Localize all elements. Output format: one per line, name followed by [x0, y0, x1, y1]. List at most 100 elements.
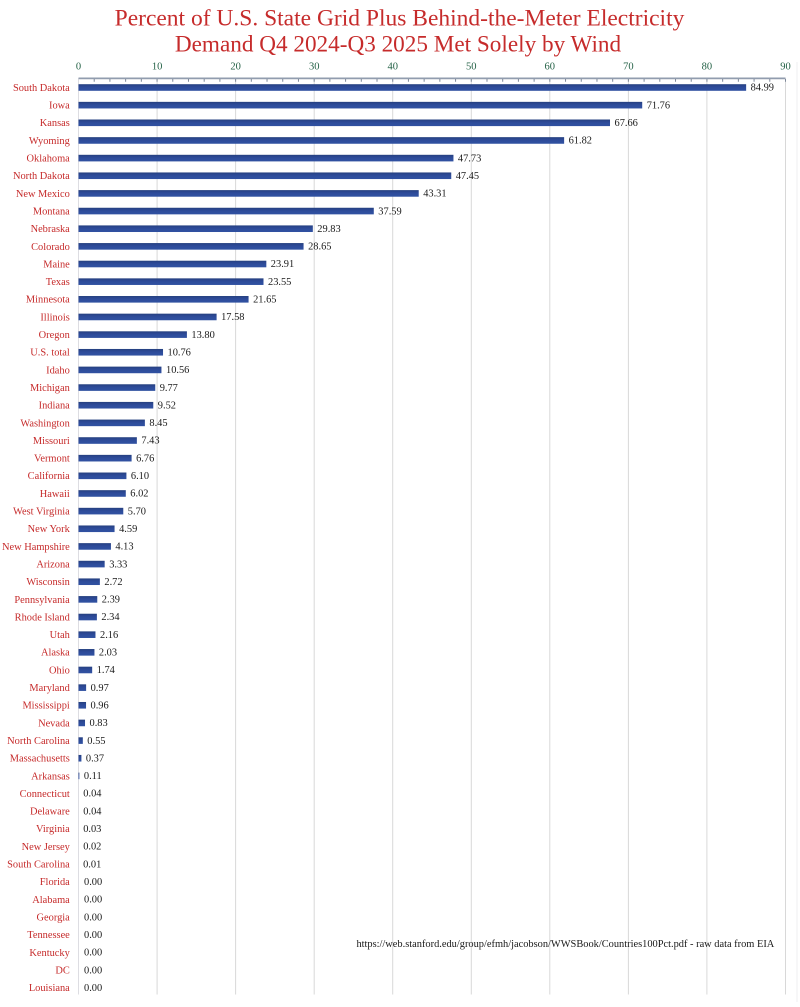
svg-text:0.37: 0.37: [86, 753, 104, 764]
svg-text:Percent of U.S. State Grid Plu: Percent of U.S. State Grid Plus Behind-t…: [115, 6, 685, 32]
svg-text:47.73: 47.73: [458, 153, 481, 164]
svg-text:Oregon: Oregon: [39, 330, 71, 341]
svg-text:Michigan: Michigan: [30, 383, 71, 394]
svg-text:Kansas: Kansas: [40, 118, 70, 129]
svg-text:DC: DC: [55, 965, 70, 976]
svg-text:0.00: 0.00: [84, 930, 102, 941]
svg-text:Nebraska: Nebraska: [31, 224, 71, 235]
svg-text:9.52: 9.52: [158, 400, 176, 411]
svg-text:Missouri: Missouri: [33, 436, 70, 447]
svg-text:0.04: 0.04: [83, 789, 102, 800]
svg-text:Indiana: Indiana: [39, 401, 71, 412]
svg-text:Oklahoma: Oklahoma: [27, 154, 71, 165]
svg-text:9.77: 9.77: [160, 383, 178, 394]
svg-text:Ohio: Ohio: [49, 665, 70, 676]
svg-text:Virginia: Virginia: [36, 824, 70, 835]
svg-text:0.00: 0.00: [84, 983, 102, 994]
svg-text:0.00: 0.00: [84, 912, 102, 923]
svg-text:2.39: 2.39: [102, 595, 120, 606]
svg-text:13.80: 13.80: [191, 330, 214, 341]
svg-text:4.13: 4.13: [115, 542, 133, 553]
svg-text:0: 0: [76, 61, 81, 72]
svg-text:Wisconsin: Wisconsin: [26, 577, 70, 588]
svg-text:Alaska: Alaska: [41, 648, 70, 659]
svg-text:West Virginia: West Virginia: [13, 507, 70, 518]
svg-text:0.03: 0.03: [83, 824, 101, 835]
svg-text:61.82: 61.82: [569, 136, 592, 147]
svg-text:Arkansas: Arkansas: [31, 771, 70, 782]
svg-text:43.31: 43.31: [423, 189, 446, 200]
svg-text:Colorado: Colorado: [31, 242, 70, 253]
svg-text:80: 80: [702, 61, 713, 72]
svg-text:90: 90: [780, 61, 791, 72]
svg-text:0.04: 0.04: [83, 806, 102, 817]
svg-text:New Hampshire: New Hampshire: [2, 542, 70, 553]
svg-text:California: California: [28, 471, 71, 482]
svg-text:47.45: 47.45: [456, 171, 479, 182]
svg-text:0.11: 0.11: [84, 771, 102, 782]
svg-text:70: 70: [623, 61, 634, 72]
svg-text:Delaware: Delaware: [30, 807, 70, 818]
svg-text:South Dakota: South Dakota: [13, 83, 70, 94]
svg-text:Washington: Washington: [20, 418, 70, 429]
svg-text:Tennessee: Tennessee: [27, 930, 70, 941]
svg-text:0.00: 0.00: [84, 948, 102, 959]
svg-text:0.97: 0.97: [91, 683, 109, 694]
svg-text:Vermont: Vermont: [34, 454, 70, 465]
svg-text:Wyoming: Wyoming: [29, 136, 70, 147]
svg-text:Maryland: Maryland: [29, 683, 70, 694]
svg-text:6.76: 6.76: [136, 453, 154, 464]
svg-text:Iowa: Iowa: [49, 101, 70, 112]
svg-text:30: 30: [309, 61, 320, 72]
svg-text:10.76: 10.76: [168, 347, 191, 358]
svg-text:0.83: 0.83: [90, 718, 108, 729]
svg-text:Pennsylvania: Pennsylvania: [14, 595, 70, 606]
svg-text:New Jersey: New Jersey: [22, 842, 71, 853]
svg-text:2.34: 2.34: [101, 612, 120, 623]
svg-text:20: 20: [230, 61, 241, 72]
svg-text:South Carolina: South Carolina: [7, 860, 70, 871]
svg-text:Mississippi: Mississippi: [22, 701, 69, 712]
svg-text:17.58: 17.58: [221, 312, 244, 323]
svg-text:0.55: 0.55: [87, 736, 105, 747]
svg-text:U.S. total: U.S. total: [30, 348, 70, 359]
svg-text:Georgia: Georgia: [37, 913, 71, 924]
svg-text:84.99: 84.99: [751, 83, 774, 94]
svg-text:3.33: 3.33: [109, 559, 127, 570]
svg-text:23.55: 23.55: [268, 277, 291, 288]
svg-text:New York: New York: [28, 524, 71, 535]
svg-text:Montana: Montana: [33, 206, 70, 217]
svg-text:28.65: 28.65: [308, 242, 331, 253]
svg-text:21.65: 21.65: [253, 295, 276, 306]
svg-text:67.66: 67.66: [615, 118, 638, 129]
svg-text:10.56: 10.56: [166, 365, 189, 376]
svg-text:New Mexico: New Mexico: [16, 189, 70, 200]
svg-text:1.74: 1.74: [97, 665, 116, 676]
svg-text:2.16: 2.16: [100, 630, 118, 641]
svg-text:6.02: 6.02: [130, 489, 148, 500]
svg-text:2.72: 2.72: [104, 577, 122, 588]
svg-text:29.83: 29.83: [317, 224, 340, 235]
svg-text:Kentucky: Kentucky: [29, 948, 70, 959]
svg-text:Utah: Utah: [50, 630, 71, 641]
svg-text:50: 50: [466, 61, 477, 72]
svg-text:Louisiana: Louisiana: [29, 983, 70, 994]
svg-text:0.02: 0.02: [83, 842, 101, 853]
svg-text:Texas: Texas: [46, 277, 70, 288]
svg-text:Maine: Maine: [43, 259, 70, 270]
svg-text:Idaho: Idaho: [46, 365, 70, 376]
svg-text:2.03: 2.03: [99, 648, 117, 659]
svg-text:0.00: 0.00: [84, 965, 102, 976]
svg-text:Demand Q4 2024-Q3 2025 Met Sol: Demand Q4 2024-Q3 2025 Met Solely by Win…: [175, 32, 622, 58]
svg-text:37.59: 37.59: [378, 206, 401, 217]
svg-text:7.43: 7.43: [141, 436, 159, 447]
svg-text:North Carolina: North Carolina: [7, 736, 70, 747]
svg-text:Minnesota: Minnesota: [26, 295, 70, 306]
svg-text:https://web.stanford.edu/group: https://web.stanford.edu/group/efmh/jaco…: [356, 939, 774, 950]
svg-text:Alabama: Alabama: [32, 895, 70, 906]
svg-text:Florida: Florida: [40, 877, 70, 888]
svg-text:Rhode Island: Rhode Island: [15, 612, 71, 623]
svg-text:Hawaii: Hawaii: [40, 489, 70, 500]
svg-text:0.00: 0.00: [84, 877, 102, 888]
svg-text:4.59: 4.59: [119, 524, 137, 535]
